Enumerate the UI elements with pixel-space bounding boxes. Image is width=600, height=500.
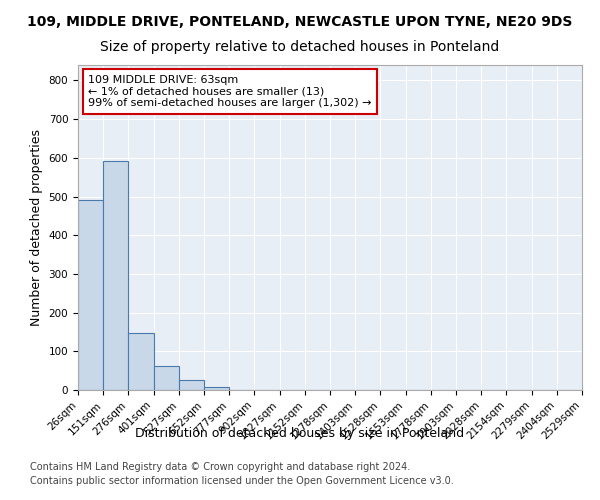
Y-axis label: Number of detached properties: Number of detached properties	[30, 129, 43, 326]
Text: Distribution of detached houses by size in Ponteland: Distribution of detached houses by size …	[136, 428, 464, 440]
Text: 109, MIDDLE DRIVE, PONTELAND, NEWCASTLE UPON TYNE, NE20 9DS: 109, MIDDLE DRIVE, PONTELAND, NEWCASTLE …	[28, 15, 572, 29]
Bar	[78, 200, 103, 390]
Bar	[154, 366, 179, 390]
Text: Contains HM Land Registry data © Crown copyright and database right 2024.: Contains HM Land Registry data © Crown c…	[30, 462, 410, 472]
Bar	[128, 332, 154, 390]
Bar	[103, 160, 128, 390]
Bar	[179, 380, 204, 390]
Text: Size of property relative to detached houses in Ponteland: Size of property relative to detached ho…	[100, 40, 500, 54]
Text: Contains public sector information licensed under the Open Government Licence v3: Contains public sector information licen…	[30, 476, 454, 486]
Bar	[204, 387, 229, 390]
Text: 109 MIDDLE DRIVE: 63sqm
← 1% of detached houses are smaller (13)
99% of semi-det: 109 MIDDLE DRIVE: 63sqm ← 1% of detached…	[88, 74, 371, 108]
